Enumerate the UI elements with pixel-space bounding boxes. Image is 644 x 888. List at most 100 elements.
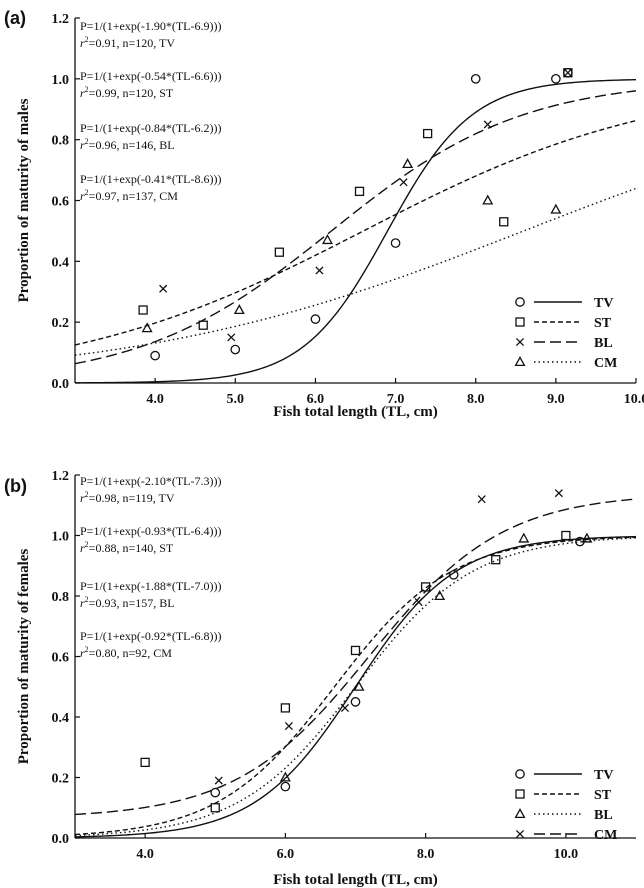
equation-formula: P=1/(1+exp(-0.92*(TL-6.8))) bbox=[80, 629, 222, 643]
point-cm bbox=[554, 489, 563, 498]
equation-formula: P=1/(1+exp(-0.41*(TL-8.6))) bbox=[80, 172, 222, 186]
y-tick-label: 1.2 bbox=[52, 469, 70, 484]
y-tick-label: 1.0 bbox=[52, 73, 70, 88]
point-tv bbox=[230, 344, 241, 355]
equation-stats: r2=0.93, n=157, BL bbox=[80, 595, 175, 610]
equation-formula: P=1/(1+exp(-2.10*(TL-7.3))) bbox=[80, 474, 222, 488]
x-tick-label: 6.0 bbox=[307, 392, 325, 407]
point-st bbox=[350, 645, 361, 656]
point-tv bbox=[551, 73, 561, 84]
point-st bbox=[422, 128, 433, 139]
y-tick-label: 0.2 bbox=[52, 772, 70, 787]
point-st bbox=[140, 757, 150, 768]
point-st bbox=[420, 582, 431, 592]
curve-cm bbox=[74, 498, 637, 816]
point-cm bbox=[340, 703, 350, 712]
curve-st bbox=[74, 119, 637, 346]
curve-st bbox=[74, 536, 637, 836]
point-bl bbox=[563, 68, 572, 77]
curve-bl bbox=[74, 90, 637, 365]
curve-tv bbox=[74, 78, 637, 384]
legend-marker-tv bbox=[515, 297, 525, 307]
point-bl bbox=[315, 266, 324, 275]
point-cm bbox=[214, 776, 223, 785]
point-st bbox=[198, 320, 208, 330]
x-tick-label: 8.0 bbox=[467, 392, 485, 407]
equation-stats: r2=0.80, n=92, CM bbox=[80, 645, 172, 660]
legend-marker-cm bbox=[515, 829, 525, 839]
panel-label: (a) bbox=[4, 8, 26, 28]
point-cm bbox=[141, 322, 153, 333]
point-bl bbox=[227, 333, 236, 342]
legend-label-tv: TV bbox=[594, 768, 613, 783]
equation-stats: r2=0.96, n=146, BL bbox=[80, 137, 175, 152]
legend-label-cm: CM bbox=[594, 356, 617, 371]
y-tick-label: 0.6 bbox=[52, 651, 70, 666]
point-cm bbox=[477, 495, 486, 504]
y-axis-title: Proportion of maturity of females bbox=[16, 549, 32, 765]
x-axis-title: Fish total length (TL, cm) bbox=[273, 404, 438, 420]
point-st bbox=[563, 68, 573, 78]
point-cm bbox=[284, 722, 293, 731]
legend-label-st: ST bbox=[594, 316, 612, 331]
point-bl bbox=[483, 120, 492, 129]
y-axis-title: Proportion of maturity of males bbox=[16, 98, 32, 302]
legend-label-tv: TV bbox=[594, 296, 613, 311]
x-tick-label: 9.0 bbox=[547, 392, 565, 407]
legend-marker-bl bbox=[514, 808, 526, 819]
point-cm bbox=[233, 304, 245, 315]
point-tv bbox=[470, 73, 481, 84]
point-bl bbox=[159, 284, 168, 293]
legend-label-bl: BL bbox=[594, 808, 613, 823]
equation-stats: r2=0.88, n=140, ST bbox=[80, 540, 174, 555]
point-tv bbox=[390, 238, 401, 248]
x-tick-label: 7.0 bbox=[387, 392, 405, 407]
x-tick-label: 5.0 bbox=[227, 392, 245, 407]
equation-stats: r2=0.98, n=119, TV bbox=[80, 490, 175, 505]
legend-marker-cm bbox=[514, 356, 526, 367]
point-cm bbox=[402, 158, 414, 169]
point-st bbox=[138, 305, 148, 315]
y-tick-label: 0.8 bbox=[52, 134, 70, 149]
legend-label-st: ST bbox=[594, 788, 612, 803]
y-tick-label: 1.2 bbox=[52, 12, 70, 27]
point-bl bbox=[399, 178, 408, 187]
point-st bbox=[210, 803, 220, 813]
panel-b-females: (b) 0.0 0.2 0.4 0.6 0.8 1.0 1.2 4.0 6.0 8.0 10.0 Fis… bbox=[4, 469, 637, 888]
point-st bbox=[280, 703, 291, 713]
legend-label-cm: CM bbox=[594, 828, 617, 843]
equation-formula: P=1/(1+exp(-1.88*(TL-7.0))) bbox=[80, 579, 222, 593]
point-cm bbox=[414, 597, 423, 607]
y-tick-label: 0.4 bbox=[52, 255, 70, 270]
equation-stats: r2=0.99, n=120, ST bbox=[80, 85, 174, 100]
equation-formula: P=1/(1+exp(-0.84*(TL-6.2))) bbox=[80, 121, 222, 135]
legend: TV ST BL CM bbox=[514, 296, 617, 371]
curve-cm bbox=[74, 187, 637, 356]
y-tick-label: 0.6 bbox=[52, 195, 70, 210]
equation-stats: r2=0.91, n=120, TV bbox=[80, 35, 175, 50]
legend-marker-st bbox=[515, 317, 525, 327]
equation-formula: P=1/(1+exp(-0.93*(TL-6.4))) bbox=[80, 524, 222, 538]
point-bl bbox=[434, 590, 446, 601]
equation-formula: P=1/(1+exp(-1.90*(TL-6.9))) bbox=[80, 19, 222, 33]
y-tick-label: 0.4 bbox=[52, 711, 70, 726]
x-tick-label: 6.0 bbox=[277, 847, 295, 862]
point-cm bbox=[482, 194, 494, 205]
legend-label-bl: BL bbox=[594, 336, 613, 351]
x-tick-label: 8.0 bbox=[417, 847, 435, 862]
point-tv bbox=[280, 781, 291, 792]
point-bl bbox=[581, 532, 593, 543]
x-tick-label: 10.0 bbox=[554, 847, 579, 862]
point-st bbox=[561, 530, 571, 541]
equation-stats: r2=0.97, n=137, CM bbox=[80, 188, 178, 203]
point-st bbox=[274, 247, 285, 257]
x-tick-label: 4.0 bbox=[146, 392, 164, 407]
point-tv bbox=[310, 314, 321, 324]
point-bl bbox=[353, 680, 365, 691]
curve-bl bbox=[74, 537, 637, 837]
point-cm bbox=[550, 203, 562, 214]
x-axis-title: Fish total length (TL, cm) bbox=[273, 872, 438, 888]
point-st bbox=[354, 186, 365, 197]
legend-marker-tv bbox=[515, 769, 525, 779]
legend: TV ST BL CM bbox=[514, 768, 617, 843]
